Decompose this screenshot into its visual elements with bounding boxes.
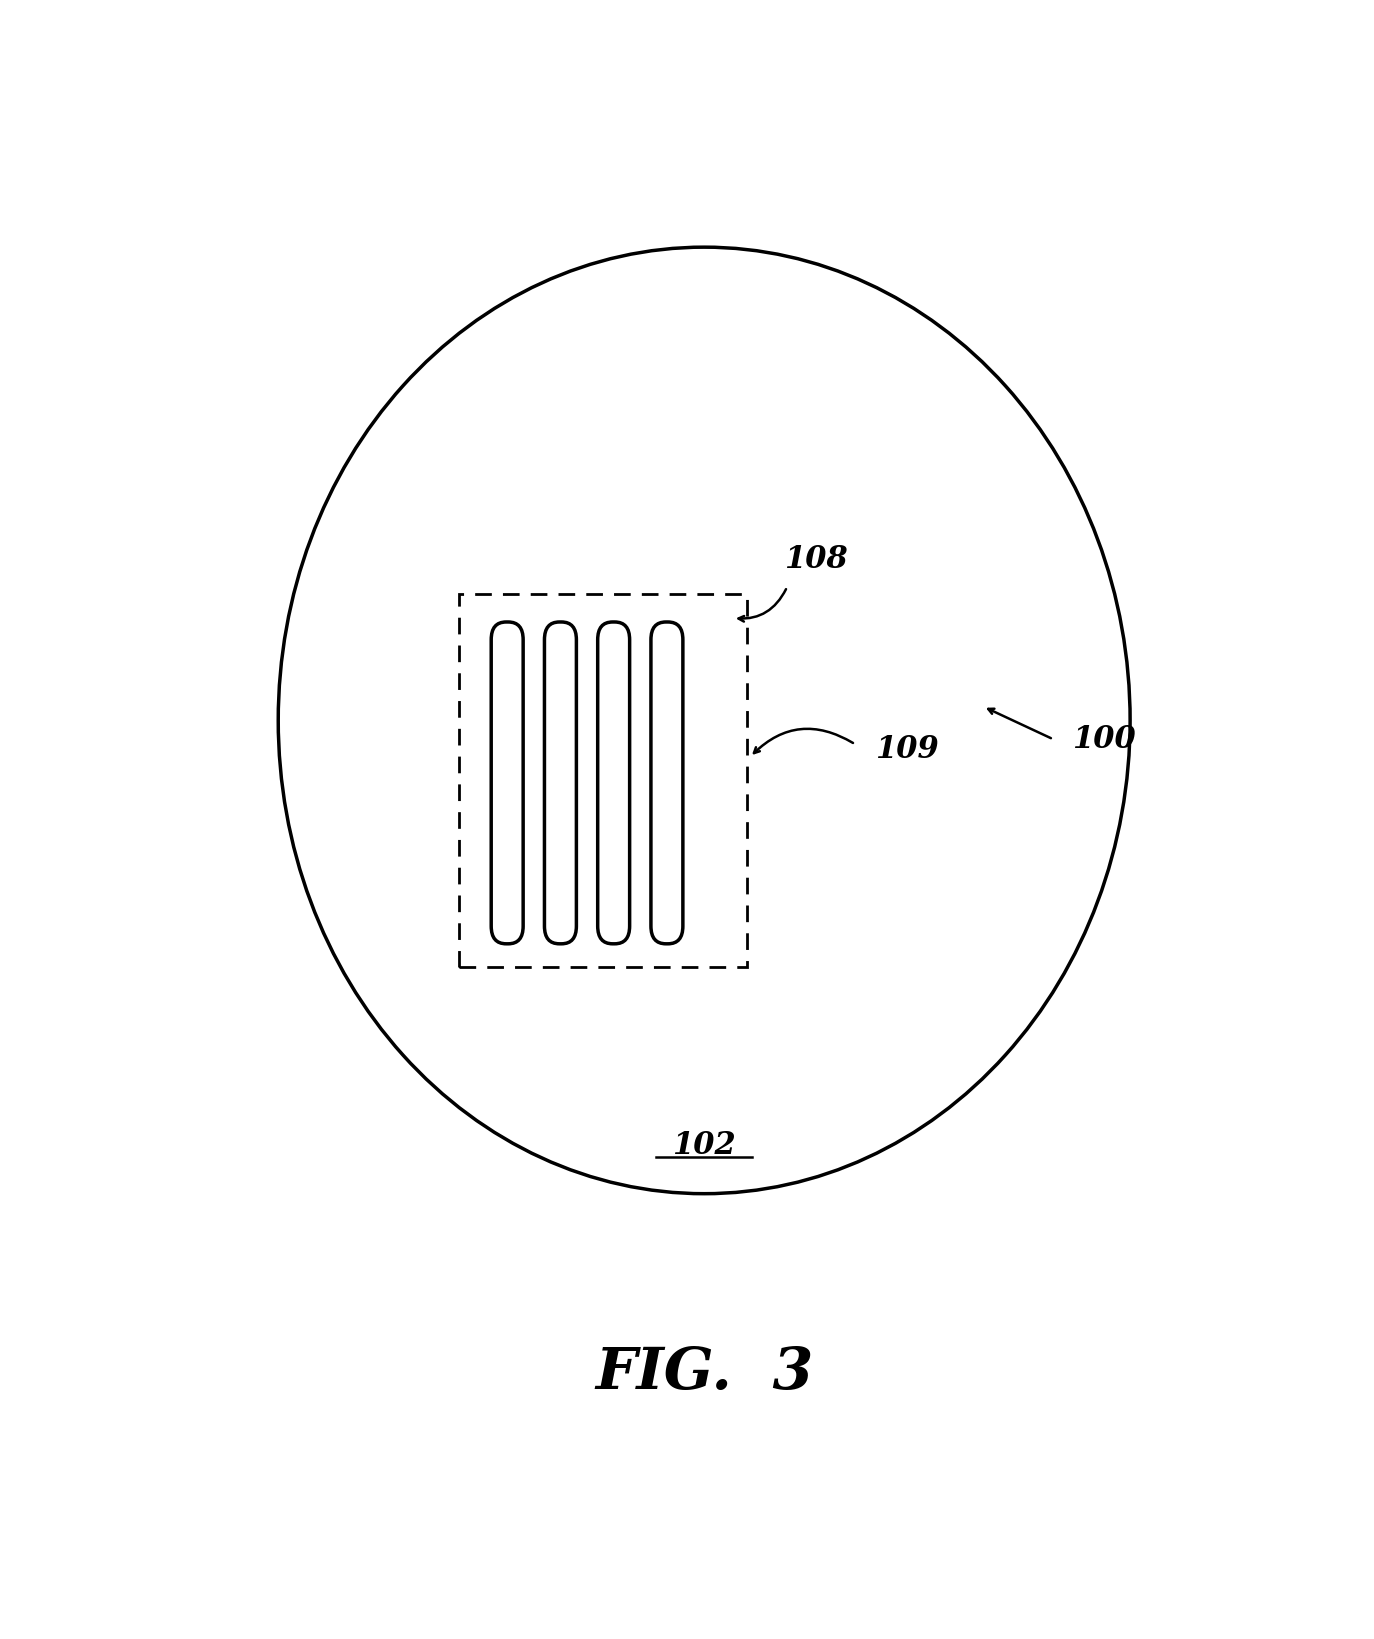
Text: 108: 108 bbox=[785, 544, 848, 575]
Bar bbox=[459, 595, 747, 967]
Text: 100: 100 bbox=[1072, 724, 1135, 756]
Text: FIG.  3: FIG. 3 bbox=[595, 1344, 813, 1401]
Text: 109: 109 bbox=[875, 734, 938, 765]
Text: 102: 102 bbox=[672, 1131, 736, 1160]
